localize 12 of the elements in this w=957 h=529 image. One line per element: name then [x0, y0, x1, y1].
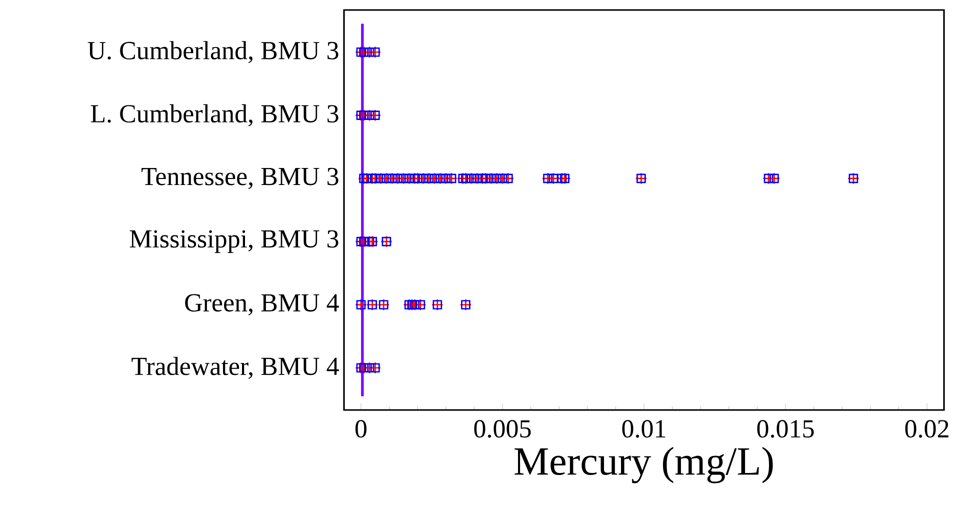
y-tick-label: U. Cumberland, BMU 3	[88, 41, 338, 64]
y-tick-label: Mississippi, BMU 3	[130, 230, 338, 253]
y-tick-label: Green, BMU 4	[185, 294, 339, 316]
y-tick-label: Tradewater, BMU 4	[132, 356, 339, 379]
y-tick-label: Tennessee, BMU 3	[142, 168, 338, 190]
x-tick-label: 0	[355, 420, 366, 438]
x-axis-title: Mercury (mg/L)	[514, 446, 773, 484]
x-tick-label: 0.02	[905, 420, 948, 438]
y-tick-label: L. Cumberland, BMU 3	[90, 104, 338, 126]
x-tick-label: 0.005	[474, 420, 531, 438]
x-tick-label: 0.015	[757, 420, 814, 438]
x-tick-label: 0.01	[622, 420, 666, 438]
